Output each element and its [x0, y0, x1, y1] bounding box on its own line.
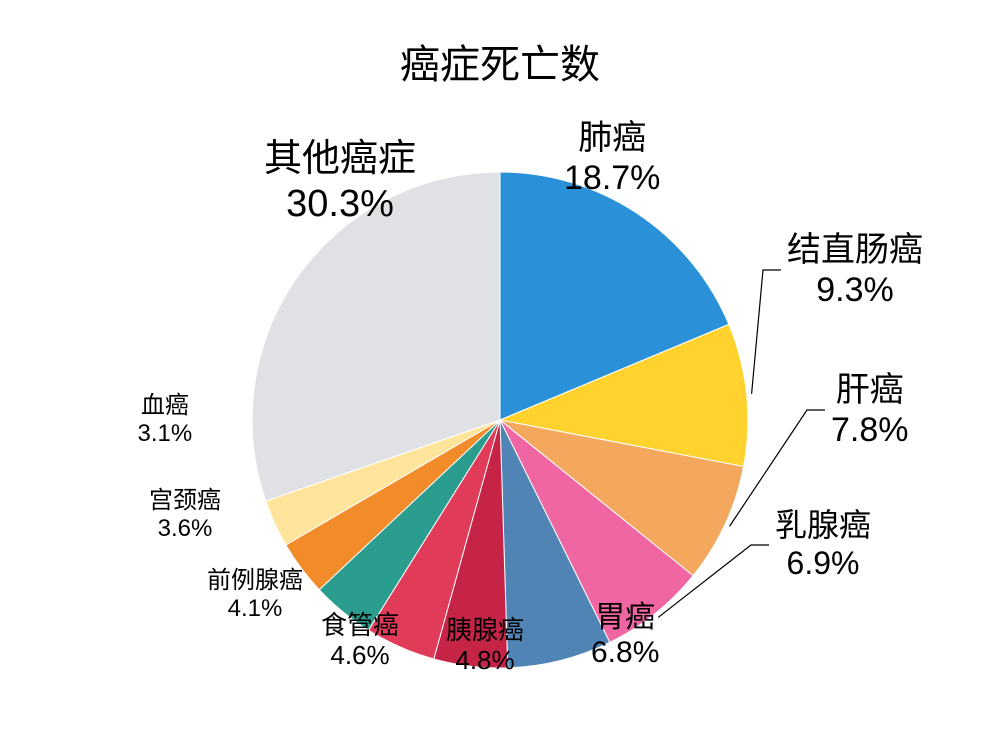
- slice-label: 胰腺癌4.8%: [446, 615, 524, 676]
- slice-label-pct: 3.1%: [138, 420, 193, 448]
- slice-label-name: 肝癌: [831, 370, 909, 410]
- slice-label: 宫颈癌3.6%: [149, 487, 221, 544]
- slice-label-pct: 6.9%: [775, 545, 871, 583]
- slice-label-name: 宫颈癌: [149, 487, 221, 515]
- slice-label-pct: 7.8%: [831, 410, 909, 450]
- slice-label-pct: 30.3%: [264, 182, 416, 227]
- leader-line: [752, 270, 781, 394]
- slice-label-name: 前例腺癌: [207, 567, 303, 595]
- slice-label: 乳腺癌6.9%: [775, 507, 871, 583]
- slice-label: 肝癌7.8%: [831, 370, 909, 450]
- slice-label-pct: 9.3%: [787, 270, 923, 310]
- slice-label-pct: 4.6%: [321, 640, 399, 671]
- slice-label-name: 肺癌: [564, 118, 660, 158]
- slice-label-name: 胃癌: [591, 600, 659, 635]
- slice-label-pct: 3.6%: [149, 515, 221, 543]
- slice-label: 胃癌6.8%: [591, 600, 659, 671]
- slice-label: 食管癌4.6%: [321, 610, 399, 671]
- slice-label-name: 结直肠癌: [787, 230, 923, 270]
- pie-chart-container: 癌症死亡数 肺癌18.7%结直肠癌9.3%肝癌7.8%乳腺癌6.9%胃癌6.8%…: [0, 0, 1000, 749]
- slice-label-pct: 4.1%: [207, 595, 303, 623]
- slice-label-name: 食管癌: [321, 610, 399, 641]
- slice-label-pct: 18.7%: [564, 158, 660, 198]
- slice-label-name: 胰腺癌: [446, 615, 524, 646]
- slice-label: 血癌3.1%: [138, 392, 193, 449]
- slice-label-pct: 4.8%: [446, 645, 524, 676]
- slice-label-name: 乳腺癌: [775, 507, 871, 545]
- slice-label-name: 血癌: [138, 392, 193, 420]
- slice-label-name: 其他癌症: [264, 137, 416, 182]
- slice-label-pct: 6.8%: [591, 635, 659, 670]
- slice-label: 其他癌症30.3%: [264, 137, 416, 227]
- slice-label: 前例腺癌4.1%: [207, 567, 303, 624]
- slice-label: 结直肠癌9.3%: [787, 230, 923, 310]
- slice-label: 肺癌18.7%: [564, 118, 660, 198]
